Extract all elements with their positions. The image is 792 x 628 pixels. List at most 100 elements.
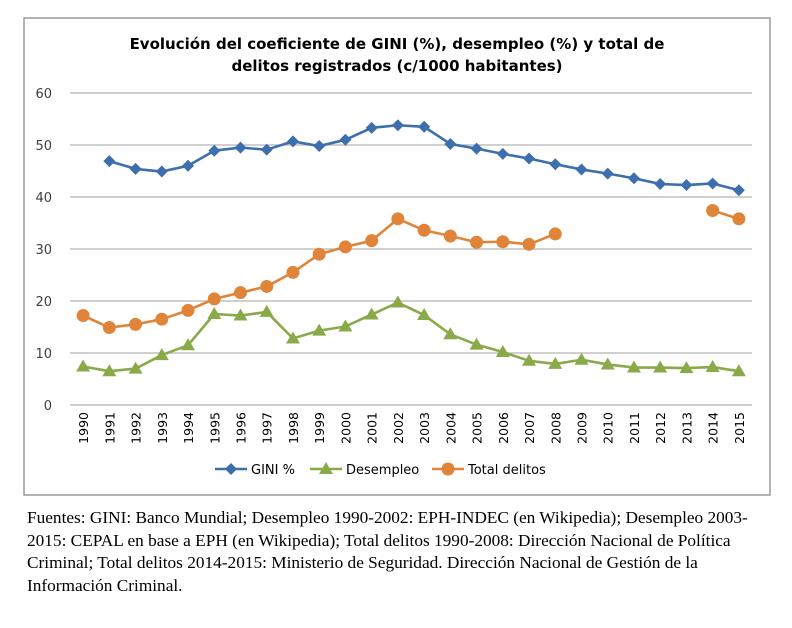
data-point — [181, 303, 195, 317]
data-point — [260, 143, 273, 156]
y-tick-label: 60 — [35, 87, 52, 102]
chart: Evolución del coeficiente de GINI (%), d… — [23, 17, 771, 496]
data-point — [391, 119, 404, 132]
data-point — [312, 323, 327, 336]
x-tick-label: 2001 — [365, 412, 380, 444]
series-desempleo — [76, 295, 746, 377]
data-point — [523, 152, 536, 165]
data-point — [155, 312, 169, 326]
y-tick-label: 10 — [35, 347, 52, 362]
data-point — [285, 331, 300, 344]
data-point — [495, 344, 510, 357]
data-point — [207, 292, 221, 306]
data-point — [469, 337, 484, 350]
legend-item: Total delitos — [432, 462, 546, 478]
data-point — [313, 140, 326, 153]
data-point — [522, 237, 536, 251]
x-tick-label: 2000 — [338, 412, 353, 444]
data-point — [182, 159, 195, 172]
x-tick-label: 1996 — [234, 412, 249, 444]
data-point — [417, 308, 432, 321]
x-tick-label: 2007 — [522, 412, 537, 444]
legend-marker — [441, 462, 455, 476]
y-tick-label: 40 — [35, 191, 52, 206]
y-tick-label: 20 — [35, 295, 52, 310]
data-point — [732, 184, 745, 197]
y-tick-label: 30 — [35, 243, 52, 258]
data-point — [76, 359, 91, 372]
x-tick-label: 2012 — [653, 412, 668, 444]
series-line — [82, 301, 740, 373]
x-tick-label: 1994 — [181, 412, 196, 444]
legend-item: GINI % — [215, 463, 295, 478]
data-point — [496, 147, 509, 160]
data-point — [705, 360, 720, 373]
legend-marker — [225, 463, 237, 475]
legend-label: Total delitos — [467, 463, 546, 478]
legend-marker — [319, 462, 333, 474]
data-point — [102, 321, 116, 335]
x-tick-label: 1999 — [312, 412, 327, 444]
data-point — [418, 120, 431, 133]
data-point — [364, 307, 379, 320]
x-tick-label: 2015 — [732, 412, 747, 444]
data-point — [654, 178, 667, 190]
data-point — [76, 309, 90, 323]
data-point — [732, 212, 746, 226]
y-tick-label: 0 — [44, 399, 52, 414]
x-tick-label: 1997 — [260, 412, 275, 444]
x-tick-label: 2008 — [548, 412, 563, 444]
legend-label: Desempleo — [346, 463, 419, 478]
data-point — [496, 235, 510, 249]
data-point — [443, 229, 457, 243]
x-tick-label: 1990 — [76, 412, 91, 444]
data-point — [706, 177, 719, 190]
data-point — [548, 227, 562, 241]
data-point — [338, 319, 353, 332]
x-tick-label: 2010 — [601, 412, 616, 444]
data-point — [391, 212, 405, 226]
data-point — [549, 158, 562, 171]
data-point — [207, 307, 222, 319]
data-point — [234, 141, 247, 154]
data-point — [338, 240, 352, 254]
data-point — [312, 247, 326, 261]
data-point — [548, 356, 563, 369]
data-point — [470, 235, 484, 249]
legend-label: GINI % — [251, 463, 295, 478]
x-tick-label: 1992 — [129, 412, 144, 444]
data-point — [627, 172, 640, 185]
data-point — [286, 265, 300, 279]
x-tick-label: 2013 — [679, 412, 694, 444]
x-tick-label: 1998 — [286, 412, 301, 444]
data-point — [129, 162, 142, 175]
data-point — [444, 137, 457, 150]
x-tick-label: 2014 — [706, 412, 721, 444]
data-point — [129, 317, 143, 331]
data-point — [102, 364, 117, 377]
y-tick-label: 50 — [35, 139, 52, 154]
x-tick-label: 2009 — [575, 412, 590, 444]
series-total-delitos — [76, 204, 746, 335]
data-point — [417, 223, 431, 237]
data-point — [181, 338, 196, 351]
data-point — [365, 121, 378, 134]
data-point — [731, 364, 746, 377]
x-tick-label: 2006 — [496, 412, 511, 444]
data-point — [234, 286, 247, 300]
data-point — [208, 144, 221, 157]
data-point — [128, 361, 143, 374]
data-point — [626, 360, 641, 373]
x-tick-label: 1995 — [207, 412, 222, 444]
data-point — [443, 327, 458, 340]
source-note: Fuentes: GINI: Banco Mundial; Desempleo … — [27, 508, 748, 595]
series-gini- — [103, 119, 745, 197]
data-point — [154, 348, 169, 361]
data-point — [155, 165, 168, 178]
data-point — [706, 204, 720, 218]
data-point — [260, 279, 274, 293]
data-point — [600, 357, 615, 370]
data-point — [470, 142, 483, 155]
data-point — [575, 163, 588, 176]
data-point — [233, 308, 248, 321]
